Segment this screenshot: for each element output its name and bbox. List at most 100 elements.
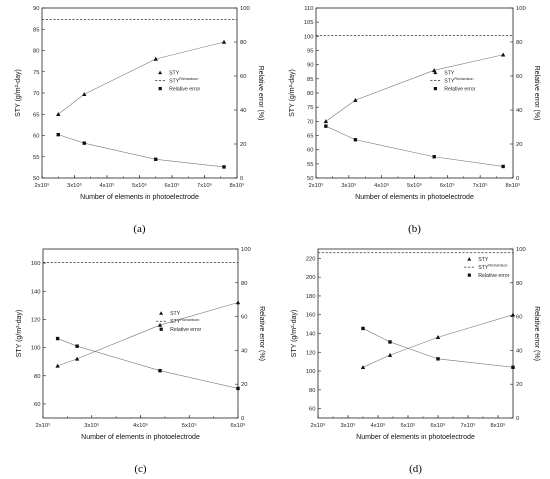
x-tick-label: 7x10⁵ [461,422,477,429]
relative-error-point [236,386,240,391]
chart-panel-c: 2x10⁵ 3x10⁵ 4x10⁵ 5x10⁵ 6x10⁵ 60 80 100 120 140 16… [0,240,275,479]
legend-square-marker [433,87,437,91]
chart-panel-d: 2x10⁵ 3x10⁵ 4x10⁵ 5x10⁵ 6x10⁵ 7x10⁵ 8x10⁵ 60 80 1… [275,240,550,479]
y-right-tick-label: 20 [241,382,247,388]
sty-point [82,92,87,97]
x-tick-label: 8x10⁵ [506,182,522,189]
sty-point [56,112,61,117]
legend-label: STYRichardson [478,264,507,271]
y-right-tick-label: 40 [516,108,522,114]
legend-triangle-marker [158,70,163,75]
x-axis-title: Number of elements in photoelectrode [356,434,475,441]
sty-point [221,39,227,44]
relative-error-point [82,141,86,145]
relative-error-point [56,132,60,137]
y-tick-label: 120 [306,350,316,356]
legend-label: Relative error [478,273,509,279]
relative-error-point [154,157,158,161]
sty-point [157,322,163,327]
y-tick-label: 120 [31,317,41,323]
sty-point [510,312,516,317]
sty-point [153,56,158,61]
legend-square-marker [159,327,163,331]
legend-triangle-marker [433,70,438,75]
relative-error-point [158,368,162,373]
y-tick-label: 160 [31,261,41,267]
y-tick-label: 70 [307,119,313,125]
relative-error-point [501,164,505,169]
legend-square-marker [158,87,162,91]
relative-error-point [222,165,226,169]
panel-label: (c) [134,463,147,475]
x-tick-label: 6x10⁵ [165,182,181,189]
y-right-tick-label: 60 [240,74,246,80]
y-right-tick-label: 80 [516,281,522,287]
x-tick-label: 4x10⁵ [371,422,387,429]
relative-error-point [511,365,515,369]
y-tick-label: 85 [33,27,39,33]
sty-point [353,97,358,102]
y-tick-label: 180 [306,294,316,300]
y-right-tick-label: 60 [516,315,522,321]
relative-error-point [55,336,60,341]
y-right-tick-label: 0 [240,176,243,182]
y-tick-label: 100 [306,369,316,375]
y-axis-title: STY (g/m²-day) [291,310,298,358]
x-tick-label: 4x10⁵ [100,182,116,189]
x-tick-label: 6x10⁵ [431,422,447,429]
relative-error-point [432,155,436,159]
y-tick-label: 75 [307,105,313,111]
y-right-tick-label: 40 [516,348,522,354]
series-line-sty [362,314,514,368]
legend-label: STY [170,311,181,317]
chart-svg: 2x10⁵ 3x10⁵ 4x10⁵ 5x10⁵ 6x10⁵ 7x10⁵ 8x10⁵ 50 55 6… [15,6,264,235]
x-tick-label: 7x10⁵ [473,182,489,189]
y-right-tick-label: 20 [240,142,246,148]
x-tick-label: 2x10⁵ [35,182,51,189]
x-tick-label: 3x10⁵ [341,422,357,429]
y-tick-label: 80 [34,374,40,380]
y-right-tick-label: 100 [240,6,250,12]
sty-point [360,365,366,370]
legend-label: STYRichardson [170,318,199,325]
y-tick-label: 85 [307,77,313,83]
chart-svg: 2x10⁵ 3x10⁵ 4x10⁵ 5x10⁵ 6x10⁵ 7x10⁵ 8x10⁵ 60 80 1… [291,247,540,475]
y-tick-label: 80 [33,49,39,55]
y-tick-label: 60 [33,134,39,140]
y-right-tick-label: 60 [241,315,247,321]
y-tick-label: 140 [306,332,316,338]
x-tick-label: 2x10⁵ [36,422,52,429]
x-tick-label: 8x10⁵ [491,422,507,429]
panel-label: (d) [409,463,422,475]
legend-label: STYRichardson [169,77,198,84]
legend-square-marker [467,273,471,277]
panel-label: (a) [133,223,146,235]
x-axis-title: Number of elements in photoelectrode [355,194,474,201]
y-tick-label: 80 [307,91,313,97]
legend-label: Relative error [170,327,201,333]
x-tick-label: 5x10⁵ [132,182,148,189]
legend-label: STY [444,70,455,76]
plot-frame [41,7,238,179]
y-tick-label: 105 [304,20,314,26]
y-tick-label: 65 [307,134,313,140]
x-tick-label: 3x10⁵ [67,182,83,189]
y-right-tick-label: 40 [241,348,247,354]
panel-label: (b) [408,223,421,235]
x-tick-label: 8x10⁵ [230,182,246,189]
x-tick-label: 5x10⁵ [182,422,198,429]
x-axis-title: Number of elements in photoelectrode [80,194,199,201]
y-tick-label: 140 [31,289,41,295]
y-right-tick-label: 0 [516,176,519,182]
legend-triangle-marker [159,311,164,315]
y-right-tick-label: 100 [241,247,251,253]
x-tick-label: 2x10⁵ [309,182,325,189]
y-axis-title: STY (g/m²-day) [289,69,296,117]
y-tick-label: 80 [309,388,315,394]
series-line-relative-error [58,134,225,168]
y-tick-label: 90 [307,63,313,69]
y-right-axis-title: Relative error (%) [533,306,540,361]
x-tick-label: 5x10⁵ [407,182,423,189]
relative-error-point [353,138,358,142]
